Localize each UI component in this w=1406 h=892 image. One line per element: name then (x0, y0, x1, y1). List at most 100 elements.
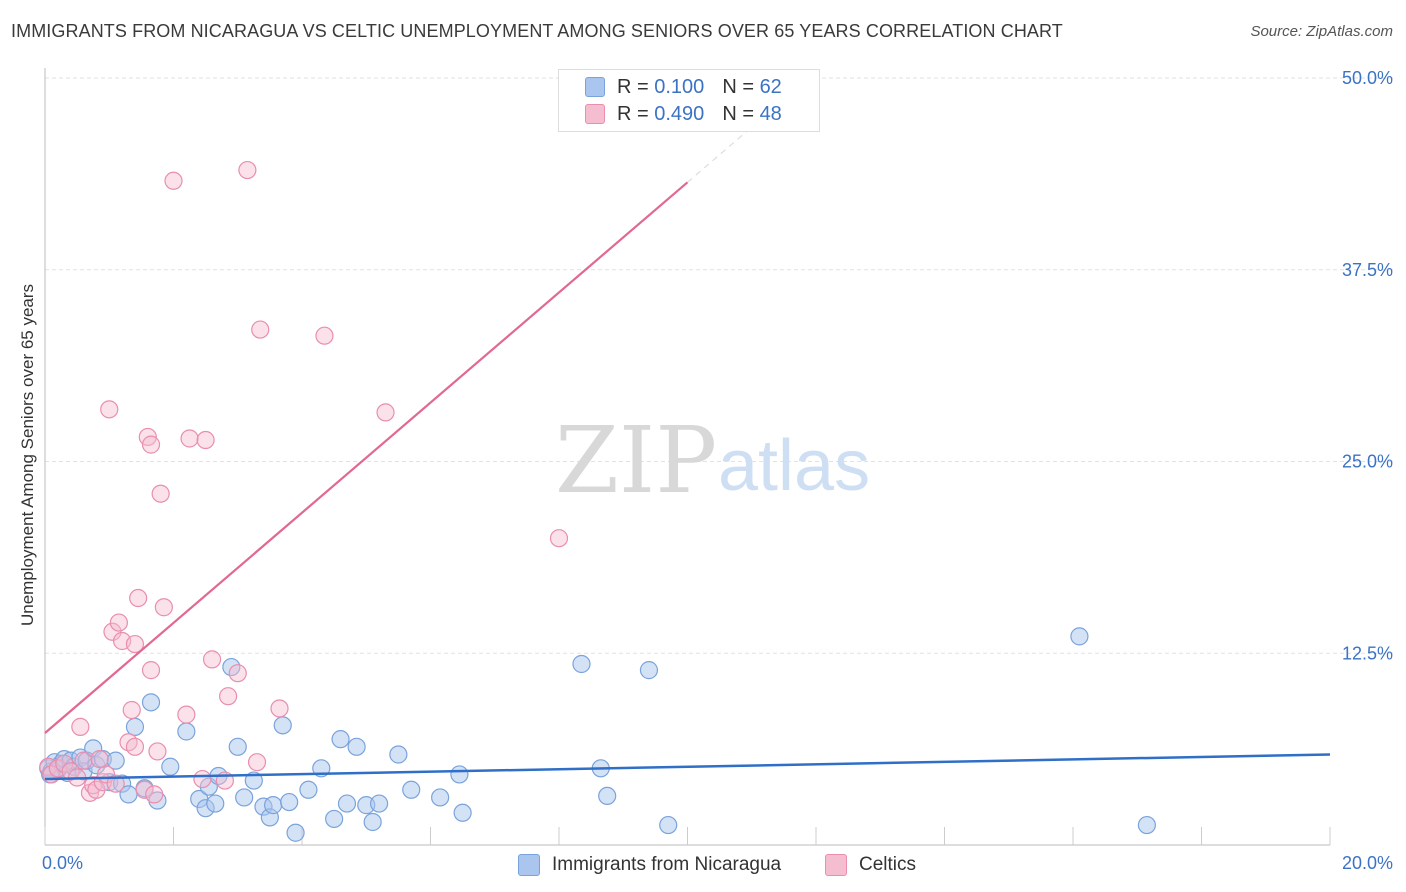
point-celtics-46 (549, 529, 569, 548)
bottom-legend-celtics[interactable]: Celtics (825, 852, 916, 878)
point-celtics-36 (202, 650, 222, 669)
point-nicaragua-42 (325, 809, 344, 829)
point-celtics-7 (74, 751, 93, 770)
legend-row-nicaragua: R = 0.100 N = 62 (585, 74, 782, 100)
x-tick-label-1: 20.0% (1342, 853, 1393, 873)
point-celtics-47 (193, 769, 212, 789)
legend-r-label: R = (617, 75, 649, 98)
point-celtics-19 (119, 733, 138, 752)
legend-r-value-nicaragua: 0.100 (654, 75, 705, 98)
point-nicaragua-56 (598, 786, 617, 806)
point-nicaragua-28 (206, 794, 225, 813)
point-nicaragua-51 (431, 788, 450, 807)
point-celtics-32 (164, 171, 183, 190)
point-nicaragua-53 (453, 803, 472, 822)
point-nicaragua-36 (263, 796, 283, 815)
point-celtics-11 (90, 749, 109, 769)
point-celtics-35 (196, 430, 215, 450)
point-celtics-22 (125, 634, 145, 654)
point-nicaragua-57 (639, 661, 659, 680)
point-nicaragua-52 (450, 765, 469, 784)
point-celtics-6 (71, 717, 90, 736)
point-nicaragua-21 (141, 693, 161, 712)
bottom-legend-label-nicaragua: Immigrants from Nicaragua (552, 854, 782, 875)
bottom-legend-swatch-blue (518, 854, 540, 876)
point-nicaragua-39 (286, 823, 305, 842)
correlation-legend: R = 0.100 N = 62 R = 0.490 N = 48 (558, 69, 820, 132)
point-celtics-45 (376, 403, 395, 422)
y-axis-title: Unemployment Among Seniors over 65 years (18, 283, 37, 627)
watermark: ZIP atlas (555, 407, 870, 514)
point-nicaragua-32 (235, 788, 254, 807)
point-celtics-21 (125, 737, 145, 756)
axes (44, 68, 1331, 846)
legend-n-value-celtics: 48 (759, 102, 782, 125)
bottom-legend-nicaragua[interactable]: Immigrants from Nicaragua (518, 852, 781, 878)
y-tick-label-0: 12.5% (1342, 643, 1393, 663)
point-celtics-39 (228, 664, 247, 683)
point-celtics-16 (106, 774, 125, 793)
point-celtics-29 (148, 742, 167, 761)
point-celtics-38 (219, 687, 238, 706)
x-tick-label-0: 0.0% (42, 853, 83, 873)
point-nicaragua-40 (299, 780, 318, 799)
bottom-legend-label-celtics: Celtics (859, 854, 917, 875)
legend-row-celtics: R = 0.490 N = 48 (585, 101, 782, 127)
point-nicaragua-23 (161, 757, 180, 776)
point-celtics-24 (135, 780, 154, 799)
y-tick-label-2: 37.5% (1342, 260, 1393, 280)
point-celtics-44 (315, 326, 334, 345)
point-nicaragua-37 (273, 716, 292, 735)
point-nicaragua-54 (572, 654, 591, 674)
legend-n-label: N = (722, 75, 754, 98)
trend-lines (44, 99, 1331, 781)
point-nicaragua-50 (402, 780, 421, 799)
point-celtics-17 (109, 613, 128, 632)
legend-swatch-blue (585, 77, 605, 97)
point-celtics-27 (141, 435, 161, 454)
point-nicaragua-31 (228, 737, 247, 756)
point-celtics-41 (247, 753, 267, 772)
point-nicaragua-58 (659, 815, 678, 835)
point-nicaragua-44 (337, 794, 357, 813)
point-celtics-23 (129, 588, 148, 608)
point-celtics-30 (151, 484, 170, 503)
point-nicaragua-45 (347, 737, 366, 756)
point-nicaragua-59 (1070, 627, 1089, 646)
trend-line-nicaragua (44, 753, 1331, 781)
legend-r-label: R = (617, 102, 649, 125)
tick-labels: 12.5% 25.0% 37.5% 50.0% 0.0% 20.0% (42, 68, 1393, 873)
y-tick-label-3: 50.0% (1342, 68, 1393, 88)
point-celtics-28 (145, 785, 164, 804)
point-celtics-40 (238, 160, 257, 180)
bottom-legend-swatch-pink (825, 854, 847, 876)
point-nicaragua-60 (1137, 815, 1156, 835)
y-tick-label-1: 25.0% (1342, 452, 1393, 472)
point-nicaragua-49 (389, 745, 408, 764)
point-celtics-42 (251, 320, 270, 339)
chart-title: IMMIGRANTS FROM NICARAGUA VS CELTIC UNEM… (11, 21, 1063, 41)
point-celtics-20 (122, 700, 141, 720)
point-nicaragua-38 (280, 792, 299, 812)
point-celtics-43 (270, 699, 289, 718)
point-nicaragua-16 (106, 751, 125, 770)
point-celtics-14 (100, 400, 119, 419)
point-nicaragua-47 (363, 812, 382, 832)
source-label: Source: ZipAtlas.com (1250, 23, 1393, 40)
watermark-zip: ZIP (555, 407, 717, 514)
trend-line-celtics (44, 181, 689, 734)
legend-swatch-pink (585, 104, 605, 124)
point-celtics-31 (154, 598, 173, 617)
point-celtics-34 (180, 429, 199, 448)
point-celtics-26 (141, 661, 161, 680)
point-celtics-15 (103, 622, 122, 641)
point-celtics-33 (177, 705, 196, 724)
point-nicaragua-48 (370, 794, 389, 813)
point-nicaragua-43 (331, 730, 350, 749)
point-nicaragua-19 (125, 717, 145, 736)
series-celtics-points (39, 160, 569, 804)
legend-r-value-celtics: 0.490 (654, 102, 705, 125)
point-nicaragua-24 (177, 722, 196, 741)
legend-n-value-nicaragua: 62 (759, 75, 782, 98)
